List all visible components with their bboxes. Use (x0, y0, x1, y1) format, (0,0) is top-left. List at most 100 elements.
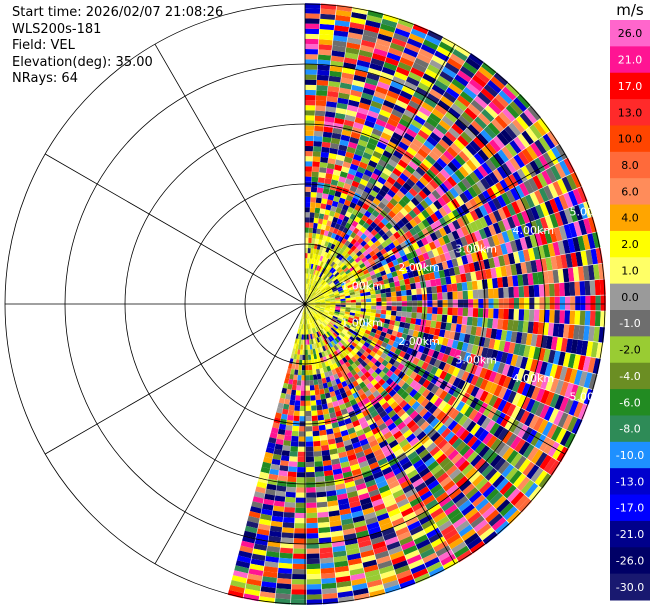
radar-gate (432, 161, 444, 172)
radar-gate (398, 199, 407, 208)
radar-gate (365, 77, 379, 86)
radar-gate (440, 554, 456, 566)
radar-gate (473, 519, 488, 533)
radar-gate (306, 477, 316, 483)
radar-gate (315, 233, 320, 240)
radar-gate (320, 557, 334, 564)
radar-gate (549, 296, 555, 310)
radar-gate (410, 28, 427, 39)
radar-gate (482, 448, 494, 461)
radar-gate (420, 260, 427, 269)
radar-gate (324, 116, 335, 123)
radar-gate (331, 232, 337, 239)
radar-gate (429, 357, 437, 366)
radar-gate (529, 192, 540, 206)
radar-gate (446, 355, 454, 365)
radar-gate (327, 315, 333, 319)
radar-gate (549, 310, 555, 323)
radar-gate (436, 410, 446, 421)
colorbar-tick-label: 21.0 (618, 54, 643, 67)
radar-gate (269, 432, 278, 439)
radar-gate (380, 522, 394, 532)
radar-gate (333, 324, 339, 329)
radar-gate (419, 245, 427, 254)
radar-gate (401, 295, 407, 301)
radar-gate (315, 486, 326, 493)
radar-gate (331, 132, 342, 140)
radar-gate (305, 268, 307, 274)
radar-gate (465, 325, 472, 335)
radar-gate (418, 106, 432, 117)
radar-gate (327, 215, 334, 222)
radar-gate (453, 99, 468, 112)
radar-gate (389, 113, 401, 123)
radar-gate (416, 110, 429, 121)
radar-gate (314, 307, 320, 311)
radar-gate (370, 378, 378, 387)
radar-gate (305, 349, 308, 355)
radar-gate (339, 292, 345, 296)
radar-gate (377, 356, 385, 364)
radar-gate (452, 492, 466, 504)
radar-gate (469, 540, 486, 554)
range-ring-labels: 1.00km2.00km3.00km4.00km5.00km1.00km2.00… (341, 205, 611, 403)
radar-gate (319, 429, 327, 436)
radar-gate (242, 535, 256, 544)
radar-gate (546, 149, 559, 165)
radar-gate (355, 223, 363, 231)
radar-gate (354, 69, 368, 78)
radar-gate (473, 168, 484, 181)
radar-gate (354, 396, 363, 404)
radar-gate (408, 187, 418, 197)
radar-gate (442, 558, 459, 571)
radar-gate (578, 203, 588, 219)
radar-gate (339, 332, 346, 338)
radar-gate (446, 201, 456, 212)
radar-gate (445, 276, 452, 285)
radar-gate (488, 394, 498, 407)
radar-gate (530, 220, 540, 234)
radar-gate (383, 471, 395, 480)
radar-gate (381, 233, 389, 241)
radar-gate (374, 317, 381, 322)
radar-gate (317, 409, 324, 416)
radar-gate (517, 476, 531, 491)
radar-gate (305, 54, 318, 60)
radar-gate (491, 118, 504, 133)
radar-gate (341, 351, 348, 357)
radar-gate (305, 79, 317, 85)
radar-gate (315, 314, 320, 319)
radar-gate (428, 112, 442, 124)
radar-gate (427, 29, 443, 42)
radar-gate (342, 471, 353, 479)
radar-gate (517, 250, 526, 263)
colorbar-swatch (610, 283, 650, 311)
radar-gate (376, 512, 390, 522)
radar-gate (346, 229, 353, 236)
radar-gate (357, 388, 365, 396)
radar-gate (370, 290, 376, 295)
radar-gate (524, 412, 535, 427)
radar-gate (524, 297, 530, 309)
radar-gate (461, 371, 470, 382)
radar-gate (513, 136, 526, 151)
radar-gate (461, 111, 474, 124)
radar-gate (372, 277, 379, 284)
radar-gate (293, 410, 300, 417)
radar-gate (344, 252, 350, 259)
radar-gate (364, 82, 377, 91)
radar-gate (331, 286, 337, 291)
radar-gate (420, 199, 429, 210)
radar-gate (516, 168, 528, 183)
radar-gate (305, 237, 309, 243)
radar-gate (544, 362, 553, 377)
radar-gate (337, 371, 343, 379)
radar-gate (475, 388, 485, 400)
radar-gate (339, 171, 348, 178)
radar-gate (349, 185, 358, 193)
radar-gate (319, 278, 324, 284)
radar-gate (570, 296, 576, 311)
radar-gate (492, 474, 506, 488)
radar-gate (309, 212, 315, 218)
radar-gate (420, 43, 436, 55)
